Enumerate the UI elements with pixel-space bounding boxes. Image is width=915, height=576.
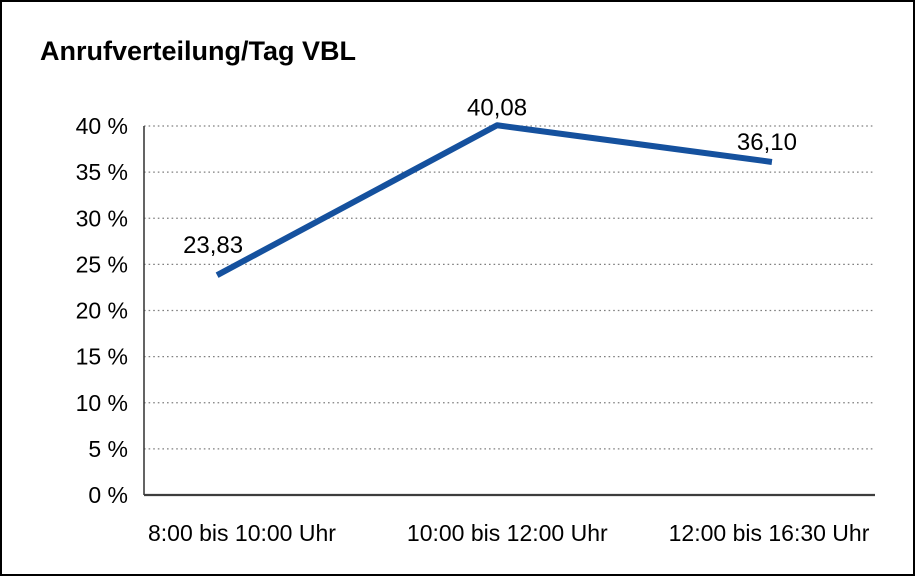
data-value-label: 36,10 <box>737 129 797 156</box>
data-value-label: 23,83 <box>183 232 243 259</box>
x-category-label: 8:00 bis 10:00 Uhr <box>148 520 336 546</box>
y-tick-label: 20 % <box>76 298 128 324</box>
chart-title: Anrufverteilung/Tag VBL <box>40 36 357 66</box>
y-tick-label: 5 % <box>88 436 128 462</box>
series-line <box>215 122 773 278</box>
data-value-label: 40,08 <box>467 94 527 121</box>
y-tick-label: 35 % <box>76 159 128 185</box>
y-tick-label: 40 % <box>76 113 128 139</box>
x-category-label: 10:00 bis 12:00 Uhr <box>407 520 608 546</box>
x-category-label: 12:00 bis 16:30 Uhr <box>669 520 870 546</box>
y-tick-label: 15 % <box>76 344 128 370</box>
y-tick-label: 25 % <box>76 251 128 277</box>
y-tick-label: 10 % <box>76 390 128 416</box>
y-tick-label: 0 % <box>88 482 128 508</box>
y-tick-label: 30 % <box>76 205 128 231</box>
